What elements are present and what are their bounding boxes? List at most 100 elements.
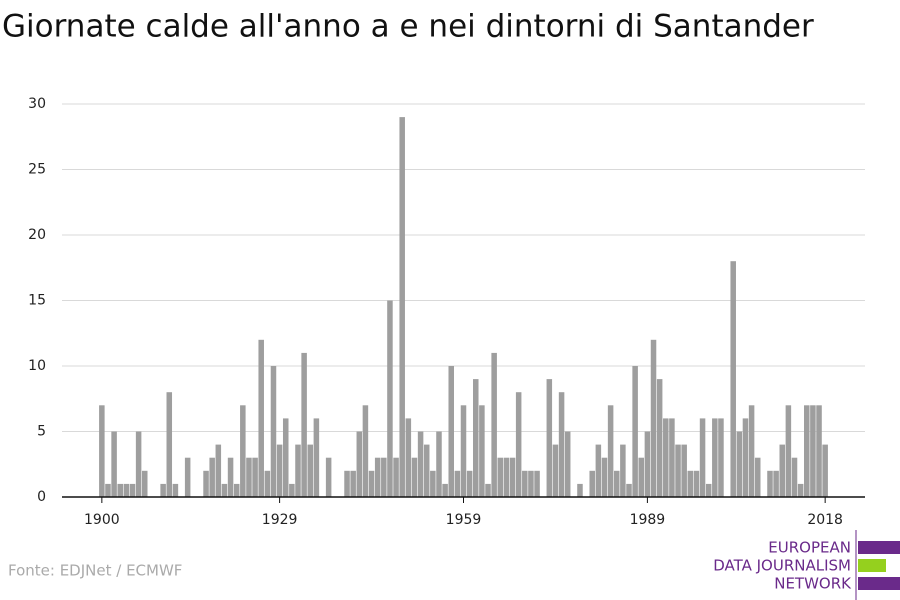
- bar: [638, 457, 645, 497]
- x-tick-label: 1989: [630, 512, 666, 528]
- bar: [356, 431, 363, 497]
- bar: [558, 392, 565, 497]
- bar: [411, 457, 418, 497]
- bar: [423, 444, 430, 497]
- x-tick-label: 1900: [84, 512, 120, 528]
- y-tick-label: 0: [37, 489, 46, 505]
- bar: [773, 470, 779, 497]
- logo-text: DATA JOURNALISM: [713, 557, 851, 575]
- bar: [509, 457, 516, 497]
- bar: [785, 405, 792, 497]
- bar: [454, 470, 461, 497]
- bar: [289, 483, 295, 497]
- bar: [325, 457, 332, 497]
- bar: [307, 444, 314, 497]
- chart-title: Giornate calde all'anno a e nei dintorni…: [2, 9, 814, 45]
- bar: [233, 483, 240, 497]
- bar: [227, 457, 234, 497]
- bar: [546, 379, 553, 497]
- bar: [528, 470, 534, 497]
- bar: [350, 470, 356, 497]
- bar: [595, 444, 602, 497]
- y-tick-label: 20: [28, 227, 46, 243]
- logo-text: EUROPEAN: [768, 539, 851, 557]
- bar: [240, 405, 246, 497]
- bar: [135, 431, 142, 497]
- bar: [564, 431, 571, 497]
- bar: [577, 483, 583, 497]
- bar: [730, 261, 736, 497]
- logo-bar: [858, 577, 900, 590]
- bar: [466, 470, 473, 497]
- bar: [479, 405, 485, 497]
- bar: [650, 339, 657, 497]
- source: Fonte: EDJNet / ECMWF: [8, 562, 182, 580]
- bar: [589, 470, 595, 497]
- bar: [626, 483, 632, 497]
- x-tick-label: 1929: [262, 512, 298, 528]
- bar: [295, 444, 301, 497]
- bar: [779, 444, 786, 497]
- logo-text: NETWORK: [774, 575, 852, 593]
- bar: [276, 444, 283, 497]
- bar: [417, 431, 424, 497]
- y-tick-label: 10: [28, 358, 46, 374]
- bar: [473, 379, 479, 497]
- bar: [675, 444, 681, 497]
- bar: [374, 457, 381, 497]
- bar: [534, 470, 540, 497]
- bar: [656, 379, 663, 497]
- bar: [663, 418, 669, 497]
- bar: [620, 444, 626, 497]
- y-tick-label: 5: [37, 424, 46, 440]
- bar: [804, 405, 810, 497]
- bar: [699, 418, 706, 497]
- bar: [160, 483, 166, 497]
- bar: [632, 366, 638, 497]
- bar: [362, 405, 369, 497]
- bar: [736, 431, 743, 497]
- bar: [712, 418, 718, 497]
- bar: [552, 444, 559, 497]
- bar: [221, 483, 228, 497]
- bar: [111, 431, 117, 497]
- bar: [282, 418, 289, 497]
- bar: [693, 470, 700, 497]
- bar: [644, 431, 651, 497]
- bar: [368, 470, 375, 497]
- bar: [117, 483, 123, 497]
- bar: [141, 470, 148, 497]
- bar: [767, 470, 773, 497]
- bar: [270, 366, 277, 497]
- bar: [246, 457, 252, 497]
- bar: [105, 483, 111, 497]
- bar: [613, 470, 620, 497]
- bar: [203, 470, 209, 497]
- bar: [393, 457, 399, 497]
- bar: [718, 418, 724, 497]
- bar: [387, 300, 393, 497]
- bar: [215, 444, 222, 497]
- bar: [344, 470, 350, 497]
- logo-bar: [858, 541, 900, 554]
- bar: [607, 405, 614, 497]
- bar: [822, 444, 828, 497]
- bar: [810, 405, 816, 497]
- bar: [252, 457, 258, 497]
- bar: [381, 457, 387, 497]
- y-tick-label: 15: [28, 293, 46, 309]
- bar: [705, 483, 712, 497]
- bar: [497, 457, 504, 497]
- bar: [123, 483, 130, 497]
- bar: [172, 483, 179, 497]
- bar: [405, 418, 412, 497]
- bar: [522, 470, 528, 497]
- bar: [754, 457, 761, 497]
- bar: [399, 117, 405, 497]
- bar: [485, 483, 491, 497]
- bar: [681, 444, 687, 497]
- bar: [791, 457, 798, 497]
- bar: [129, 483, 136, 497]
